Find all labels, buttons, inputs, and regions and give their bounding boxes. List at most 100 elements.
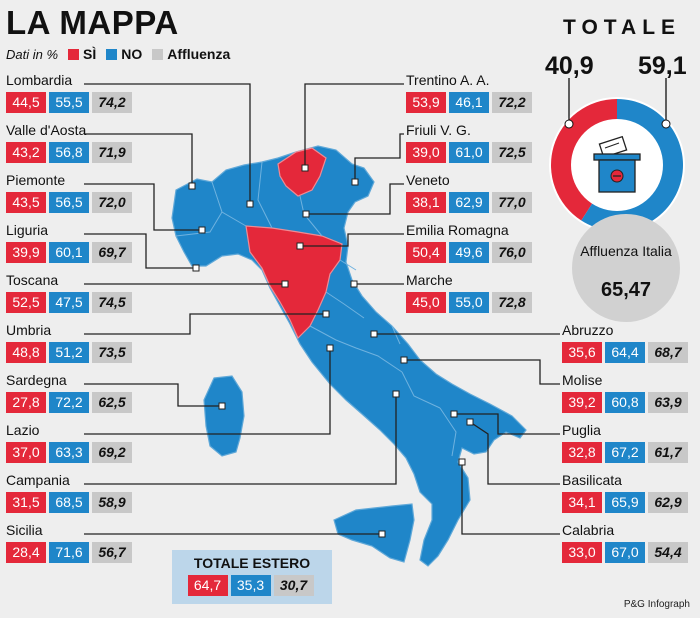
leader-line-molise <box>404 359 560 385</box>
leader-line-basilicata <box>469 421 560 485</box>
marker-sardegna <box>218 402 226 410</box>
legend: Dati in % SÌ NO Affluenza <box>6 46 240 62</box>
si-value: 39,0 <box>406 142 446 163</box>
region-name: Molise <box>562 372 603 388</box>
marker-sicilia <box>378 530 386 538</box>
region-name: Toscana <box>6 272 59 288</box>
affluenza-value: 72,5 <box>492 142 532 163</box>
si-value: 53,9 <box>406 92 446 113</box>
leader-lines <box>84 83 560 535</box>
map-markers <box>188 164 474 538</box>
leader-line-puglia <box>454 413 560 435</box>
credit: P&G Infograph <box>623 599 690 610</box>
no-value: 61,0 <box>449 142 489 163</box>
marker-emilia <box>296 242 304 250</box>
affluenza-value: 69,7 <box>92 242 132 263</box>
region-name: Piemonte <box>6 172 66 188</box>
no-value: 56,8 <box>49 142 89 163</box>
region-name: Lombardia <box>6 72 73 88</box>
affluenza-value: 61,7 <box>648 442 688 463</box>
si-value: 28,4 <box>6 542 46 563</box>
no-value: 68,5 <box>49 492 89 513</box>
region-abruzzo: Abruzzo 35,6 64,4 68,7 <box>562 322 691 363</box>
si-value: 39,9 <box>6 242 46 263</box>
no-value: 55,5 <box>49 92 89 113</box>
si-value: 45,0 <box>406 292 446 313</box>
affluenza-italia-value: 65,47 <box>600 279 652 301</box>
marker-calabria <box>458 458 466 466</box>
totale-si-value: 40,9 <box>545 52 594 80</box>
region-name: Sicilia <box>6 522 43 538</box>
sicilia-shape <box>333 503 415 563</box>
affluenza-value: 74,5 <box>92 292 132 313</box>
no-value: 67,0 <box>605 542 645 563</box>
page-title: LA MAPPA <box>6 4 179 41</box>
region-name: Veneto <box>406 172 450 188</box>
si-value: 44,5 <box>6 92 46 113</box>
region-marche: Marche 45,0 55,0 72,8 <box>406 272 535 313</box>
marker-lazio <box>326 344 334 352</box>
marker-valle-daosta <box>188 182 196 190</box>
region-lombardia: Lombardia 44,5 55,5 74,2 <box>6 72 135 113</box>
affluenza-value: 56,7 <box>92 542 132 563</box>
no-value: 60,1 <box>49 242 89 263</box>
marker-campania <box>392 390 400 398</box>
affluenza-value: 68,7 <box>648 342 688 363</box>
affluenza-value: 62,5 <box>92 392 132 413</box>
marker-puglia <box>450 410 458 418</box>
si-value: 48,8 <box>6 342 46 363</box>
si-value: 39,2 <box>562 392 602 413</box>
marker-friuli <box>351 178 359 186</box>
marker-basilicata <box>466 418 474 426</box>
region-name: Marche <box>406 272 453 288</box>
no-value: 67,2 <box>605 442 645 463</box>
map-shapes <box>171 145 527 567</box>
region-name: Sardegna <box>6 372 67 388</box>
region-valle-daosta: Valle d'Aosta 43,2 56,8 71,9 <box>6 122 135 163</box>
affluenza-value: 76,0 <box>492 242 532 263</box>
region-name: Friuli V. G. <box>406 122 471 138</box>
si-value: 64,7 <box>187 575 228 596</box>
region-name: Abruzzo <box>562 322 614 338</box>
affluenza-value: 72,8 <box>492 292 532 313</box>
leader-line-lazio <box>84 348 331 435</box>
no-value: 35,3 <box>230 575 271 596</box>
legend-no-label: NO <box>121 46 143 62</box>
no-value: 63,3 <box>49 442 89 463</box>
marker-umbria <box>322 310 330 318</box>
leader-line-liguria <box>84 233 196 269</box>
region-name: Emilia Romagna <box>406 222 509 238</box>
si-value: 31,5 <box>6 492 46 513</box>
region-calabria: Calabria 33,0 67,0 54,4 <box>562 522 691 563</box>
si-value: 52,5 <box>6 292 46 313</box>
region-umbria: Umbria 48,8 51,2 73,5 <box>6 322 135 363</box>
totale-no-value: 59,1 <box>638 52 687 80</box>
leader-line-valle-daosta <box>84 133 193 186</box>
trentino-shape <box>277 147 327 197</box>
no-value: 65,9 <box>605 492 645 513</box>
no-value: 51,2 <box>49 342 89 363</box>
region-sicilia: Sicilia 28,4 71,6 56,7 <box>6 522 135 563</box>
region-name: Campania <box>6 472 70 488</box>
sardegna-shape <box>203 375 245 457</box>
affluenza-value: 62,9 <box>648 492 688 513</box>
affluenza-value: 72,0 <box>92 192 132 213</box>
region-emilia-romagna: Emilia Romagna 50,4 49,6 76,0 <box>406 222 535 263</box>
no-value: 62,9 <box>449 192 489 213</box>
legend-affluenza-label: Affluenza <box>167 46 231 62</box>
legend-unit: Dati in % <box>6 46 59 62</box>
affluenza-value: 58,9 <box>92 492 132 513</box>
legend-si-label: SÌ <box>83 46 97 62</box>
no-value: 64,4 <box>605 342 645 363</box>
region-liguria: Liguria 39,9 60,1 69,7 <box>6 222 135 263</box>
marker-veneto <box>302 210 310 218</box>
si-value: 50,4 <box>406 242 446 263</box>
si-value: 35,6 <box>562 342 602 363</box>
si-value: 38,1 <box>406 192 446 213</box>
affluenza-value: 72,2 <box>492 92 532 113</box>
region-veneto: Veneto 38,1 62,9 77,0 <box>406 172 535 213</box>
affluenza-value: 54,4 <box>648 542 688 563</box>
totale-estero-label: TOTALE ESTERO <box>193 555 311 571</box>
no-value: 49,6 <box>449 242 489 263</box>
